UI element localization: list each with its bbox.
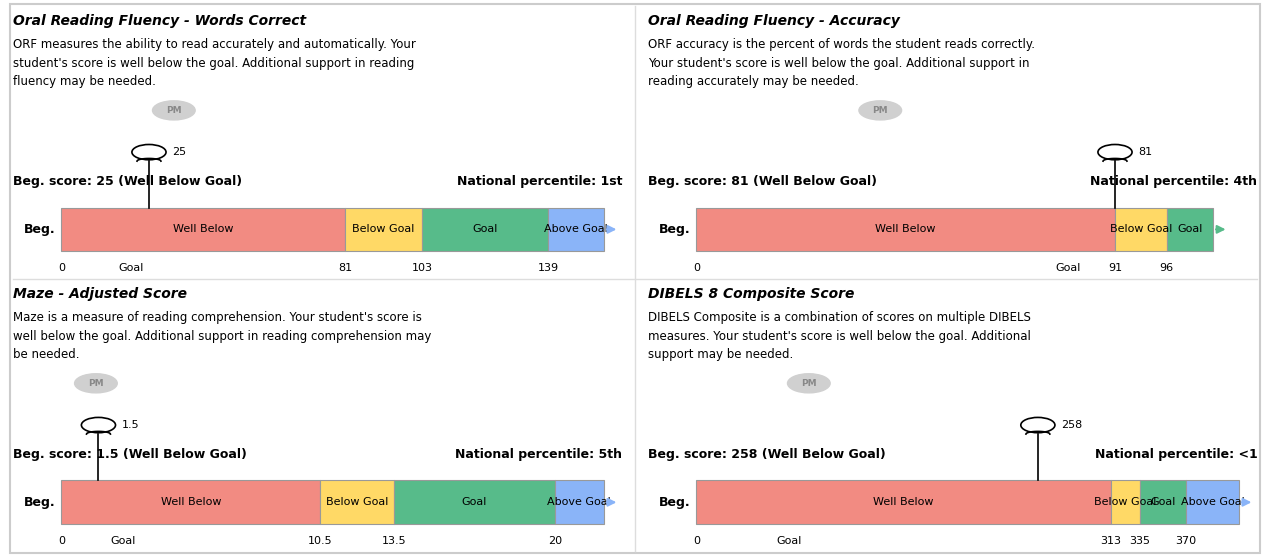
Text: Goal: Goal [1055,263,1081,273]
Text: 96: 96 [1160,263,1173,273]
Bar [555,481,605,524]
Text: Goal: Goal [119,263,145,273]
Circle shape [859,101,902,120]
Text: Oral Reading Fluency - Accuracy: Oral Reading Fluency - Accuracy [648,14,899,28]
Text: Goal: Goal [1177,224,1203,234]
Text: Beg. score: 25 (Well Below Goal): Beg. score: 25 (Well Below Goal) [13,175,241,188]
Text: 10.5: 10.5 [309,536,333,546]
Text: Maze is a measure of reading comprehension. Your student's score is
well below t: Maze is a measure of reading comprehensi… [13,311,431,361]
Text: Maze - Adjusted Score: Maze - Adjusted Score [13,287,187,301]
Bar [1167,208,1213,251]
Text: Beg.: Beg. [24,496,56,509]
Bar [1186,481,1240,524]
Text: National percentile: 4th: National percentile: 4th [1091,175,1257,188]
Circle shape [152,101,196,120]
Bar [696,481,1111,524]
Text: Goal: Goal [462,497,488,507]
Text: PM: PM [872,106,888,115]
Text: 335: 335 [1129,536,1151,546]
Text: PM: PM [801,379,817,388]
Text: 20: 20 [547,536,561,546]
Bar [696,208,1115,251]
Bar [395,481,555,524]
Circle shape [1021,417,1055,433]
Text: Goal: Goal [110,536,136,546]
Text: Beg.: Beg. [659,223,691,236]
Text: Goal: Goal [1151,497,1176,507]
Text: 103: 103 [411,263,433,273]
Text: 25: 25 [173,147,187,157]
Text: 0: 0 [693,263,700,273]
Text: ORF accuracy is the percent of words the student reads correctly.
Your student's: ORF accuracy is the percent of words the… [648,38,1035,89]
Text: Beg.: Beg. [659,496,691,509]
Text: 1.5: 1.5 [122,420,140,430]
Text: 370: 370 [1176,536,1196,546]
Circle shape [81,417,116,433]
Text: Below Goal: Below Goal [1093,497,1157,507]
Text: 81: 81 [1138,147,1152,157]
Text: Well Below: Well Below [173,224,234,234]
Text: 139: 139 [537,263,559,273]
Bar [345,208,422,251]
Text: Above Goal: Above Goal [547,497,611,507]
Text: 91: 91 [1107,263,1123,273]
Text: PM: PM [166,106,182,115]
Circle shape [75,374,117,393]
Text: 13.5: 13.5 [382,536,406,546]
Text: Above Goal: Above Goal [544,224,608,234]
Text: 313: 313 [1100,536,1121,546]
Bar [61,481,320,524]
Circle shape [132,144,166,160]
Text: Well Below: Well Below [161,497,221,507]
Text: Above Goal: Above Goal [1181,497,1245,507]
Text: Beg.: Beg. [24,223,56,236]
Text: PM: PM [88,379,104,388]
Text: 0: 0 [58,263,65,273]
Text: Well Below: Well Below [875,224,936,234]
Text: Below Goal: Below Goal [326,497,389,507]
Bar [549,208,605,251]
Text: Goal: Goal [776,536,801,546]
Bar [1115,208,1167,251]
Text: Below Goal: Below Goal [1110,224,1172,234]
Text: National percentile: 5th: National percentile: 5th [456,448,622,461]
Text: DIBELS 8 Composite Score: DIBELS 8 Composite Score [648,287,853,301]
Bar [320,481,395,524]
Text: Well Below: Well Below [874,497,933,507]
Text: 81: 81 [338,263,352,273]
Text: Oral Reading Fluency - Words Correct: Oral Reading Fluency - Words Correct [13,14,306,28]
Text: Goal: Goal [472,224,498,234]
Text: ORF measures the ability to read accurately and automatically. Your
student's sc: ORF measures the ability to read accurat… [13,38,415,89]
Text: National percentile: <1: National percentile: <1 [1095,448,1257,461]
Text: Beg. score: 258 (Well Below Goal): Beg. score: 258 (Well Below Goal) [648,448,885,461]
Text: 0: 0 [693,536,700,546]
Text: Beg. score: 1.5 (Well Below Goal): Beg. score: 1.5 (Well Below Goal) [13,448,246,461]
Bar [1139,481,1186,524]
Bar [61,208,345,251]
Text: Below Goal: Below Goal [352,224,415,234]
Text: 0: 0 [58,536,65,546]
Circle shape [787,374,831,393]
Text: DIBELS Composite is a combination of scores on multiple DIBELS
measures. Your st: DIBELS Composite is a combination of sco… [648,311,1030,361]
Text: 258: 258 [1060,420,1082,430]
Bar [422,208,549,251]
Circle shape [1099,144,1132,160]
Text: Beg. score: 81 (Well Below Goal): Beg. score: 81 (Well Below Goal) [648,175,876,188]
Text: National percentile: 1st: National percentile: 1st [457,175,622,188]
Bar [1111,481,1139,524]
